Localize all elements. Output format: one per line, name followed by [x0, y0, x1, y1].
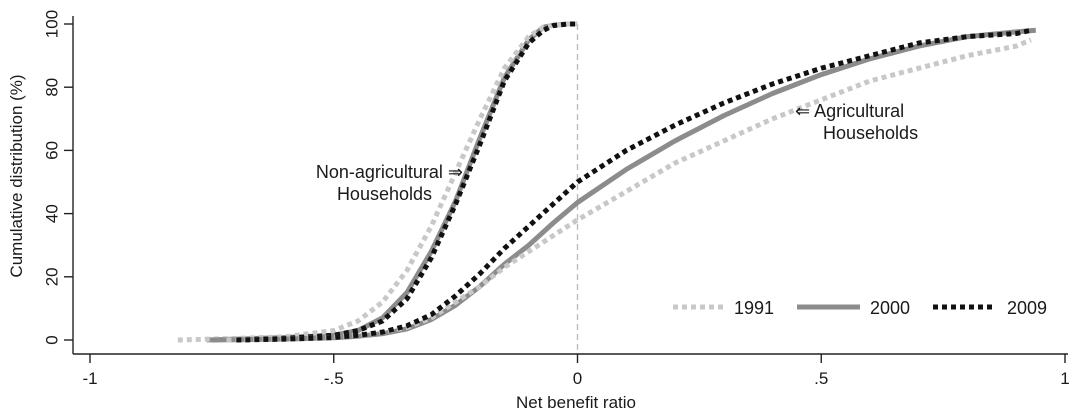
legend-label-2009: 2009: [1007, 298, 1047, 318]
x-tick-label: 1: [1060, 369, 1069, 388]
x-tick-label: -.5: [324, 369, 344, 388]
y-tick-label: 60: [43, 141, 62, 160]
x-tick-label: -1: [82, 369, 97, 388]
y-tick-label: 40: [43, 204, 62, 223]
y-axis-title: Cumulative distribution (%): [7, 74, 26, 277]
axis-ticks: -1 -.5 0 .5 1 0 20 40 60 80 100: [43, 10, 1070, 388]
annotation-non-agricultural-line2: Households: [337, 184, 432, 204]
legend-label-1991: 1991: [734, 298, 774, 318]
y-tick-label: 20: [43, 267, 62, 286]
series-non-agricultural-1991: [177, 21, 578, 343]
legend-label-2000: 2000: [870, 298, 910, 318]
series-agricultural-2000: [211, 27, 1037, 343]
series-non-agricultural-2009: [236, 21, 578, 343]
annotation-non-agricultural-line1: Non-agricultural ⇒: [316, 162, 463, 182]
y-tick-label: 0: [43, 335, 62, 344]
series-agricultural-2009: [236, 27, 1032, 343]
annotation-agricultural-line1: ⇐ Agricultural: [795, 101, 904, 121]
annotation-agricultural-line2: Households: [823, 123, 918, 143]
axes: [72, 16, 1068, 355]
legend: 1991 2000 2009: [673, 298, 1047, 318]
x-tick-label: .5: [814, 369, 828, 388]
y-tick-label: 80: [43, 78, 62, 97]
y-tick-label: 100: [43, 10, 62, 38]
x-tick-label: 0: [573, 369, 582, 388]
series-layer: [177, 21, 1037, 343]
x-axis-title: Net benefit ratio: [516, 393, 636, 412]
